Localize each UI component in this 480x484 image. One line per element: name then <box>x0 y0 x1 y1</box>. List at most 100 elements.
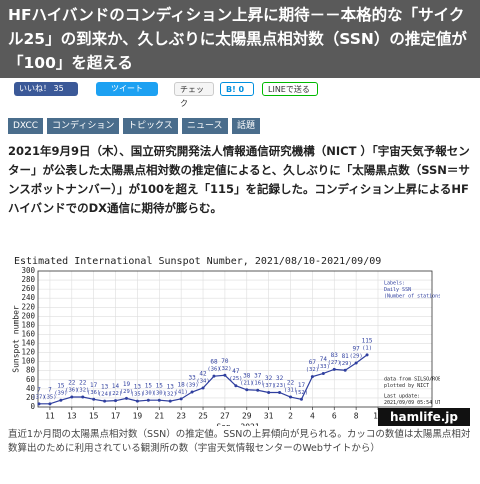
data-point <box>354 361 358 365</box>
article-body: 2021年9月9日（木）、国立研究開発法人情報通信研究機構（NICT ）「宇宙天… <box>8 144 470 215</box>
station-label: (34) <box>196 378 209 384</box>
check-button[interactable]: チェック <box>174 82 214 108</box>
data-label: 67 <box>309 359 317 366</box>
x-tick-label: 2 <box>288 412 293 421</box>
data-point <box>135 399 139 403</box>
x-tick-label: 29 <box>242 412 252 421</box>
line-label: LINEで送る <box>268 85 310 94</box>
data-label: 13 <box>101 384 109 391</box>
data-label: 74 <box>320 356 328 363</box>
data-label: 38 <box>243 372 251 379</box>
data-point <box>289 395 293 399</box>
station-label: (16) <box>251 381 264 387</box>
y-tick-label: 260 <box>21 284 35 293</box>
data-label: 32 <box>265 375 273 382</box>
tag[interactable]: ニュース <box>182 118 228 134</box>
data-label: 18 <box>178 381 186 388</box>
note-text: data from SILSO/ROB <box>384 377 440 383</box>
station-label: (27) <box>328 360 341 366</box>
like-label: いいね！ <box>19 84 51 93</box>
y-tick-label: 120 <box>21 348 35 357</box>
tag[interactable]: 話題 <box>232 118 261 134</box>
station-label: (32) <box>306 367 319 373</box>
data-point <box>168 399 172 403</box>
station-label: (30) <box>153 391 166 397</box>
station-label: (29) <box>339 361 352 367</box>
line-button[interactable]: LINEで送る <box>262 82 318 96</box>
data-point <box>365 353 369 357</box>
data-point <box>59 398 63 402</box>
station-label: (41) <box>175 389 188 395</box>
y-tick-label: 160 <box>21 329 35 338</box>
tag[interactable]: トピックス <box>123 118 178 134</box>
like-count: 35 <box>53 84 64 93</box>
data-label: 17 <box>90 382 98 389</box>
y-tick-label: 20 <box>26 393 36 402</box>
legend-text: Daily SSN <box>384 287 411 293</box>
data-point <box>157 398 161 402</box>
data-point <box>299 397 303 401</box>
data-label: 68 <box>210 359 218 366</box>
y-tick-label: 300 <box>21 266 35 275</box>
x-tick-label: 11 <box>45 412 55 421</box>
station-label: (39) <box>185 383 198 389</box>
station-label: (37) <box>262 383 275 389</box>
like-button[interactable]: いいね！ 35 <box>14 82 78 96</box>
data-label: 22 <box>287 380 295 387</box>
data-point <box>267 390 271 394</box>
data-point <box>179 397 183 401</box>
data-label: 97 <box>353 346 361 353</box>
data-point <box>92 397 96 401</box>
x-tick-label: 31 <box>264 412 274 421</box>
y-tick-label: 220 <box>21 302 35 311</box>
data-label: 14 <box>112 383 120 390</box>
station-label: (23) <box>273 383 286 389</box>
data-label: 15 <box>57 383 65 390</box>
data-point <box>343 368 347 372</box>
tweet-button[interactable]: ツイート <box>96 82 158 96</box>
data-label: 70 <box>221 358 229 365</box>
y-tick-label: 80 <box>26 366 36 375</box>
data-point <box>256 388 260 392</box>
station-label: (24) <box>98 392 111 398</box>
station-label: (35) <box>131 392 144 398</box>
station-label: (36) <box>87 390 100 396</box>
plot-frame <box>37 270 433 408</box>
y-tick-label: 40 <box>26 384 36 393</box>
data-point <box>48 402 52 406</box>
chart: Estimated International Sunspot Number, … <box>8 252 440 426</box>
note-text: plotted by NICT <box>384 383 429 389</box>
data-label: 15 <box>156 383 164 390</box>
legend-text: (Number of stations) <box>384 294 440 300</box>
station-label: (35) <box>43 394 56 400</box>
station-label: (32) <box>164 392 177 398</box>
data-label: 15 <box>145 383 153 390</box>
legend-text: Labels: <box>384 281 405 287</box>
data-point <box>146 398 150 402</box>
data-label: 81 <box>342 353 350 360</box>
data-point <box>70 395 74 399</box>
note-text: 2021/09/09 05:54 UT <box>384 400 440 406</box>
station-label: (29) <box>120 389 133 395</box>
chart-title: Estimated International Sunspot Number, … <box>14 256 381 267</box>
x-axis-label: Sep. 2021 <box>216 423 260 427</box>
data-label: 13 <box>134 384 142 391</box>
station-label: (29) <box>350 354 363 360</box>
data-label: 115 <box>362 337 373 344</box>
x-tick-label: 17 <box>111 412 121 421</box>
y-tick-label: 240 <box>21 293 35 302</box>
tag[interactable]: コンディション <box>47 118 120 134</box>
note-text: Last update: <box>384 394 420 400</box>
tag[interactable]: DXCC <box>8 118 44 134</box>
station-label: (21) <box>240 380 253 386</box>
tweet-label: ツイート <box>111 84 143 93</box>
data-point <box>103 399 107 403</box>
station-label: (31) <box>284 388 297 394</box>
data-point <box>234 384 238 388</box>
station-label: (36) <box>65 388 78 394</box>
station-label: (52) <box>295 390 308 396</box>
data-label: 37 <box>254 373 262 380</box>
data-label: 17 <box>298 382 306 389</box>
article-title: HFハイバンドのコンディション上昇に期待－－本格的な「サイクル25」の到来か、久… <box>0 0 480 78</box>
hatena-button[interactable]: B! 0 <box>220 82 254 96</box>
